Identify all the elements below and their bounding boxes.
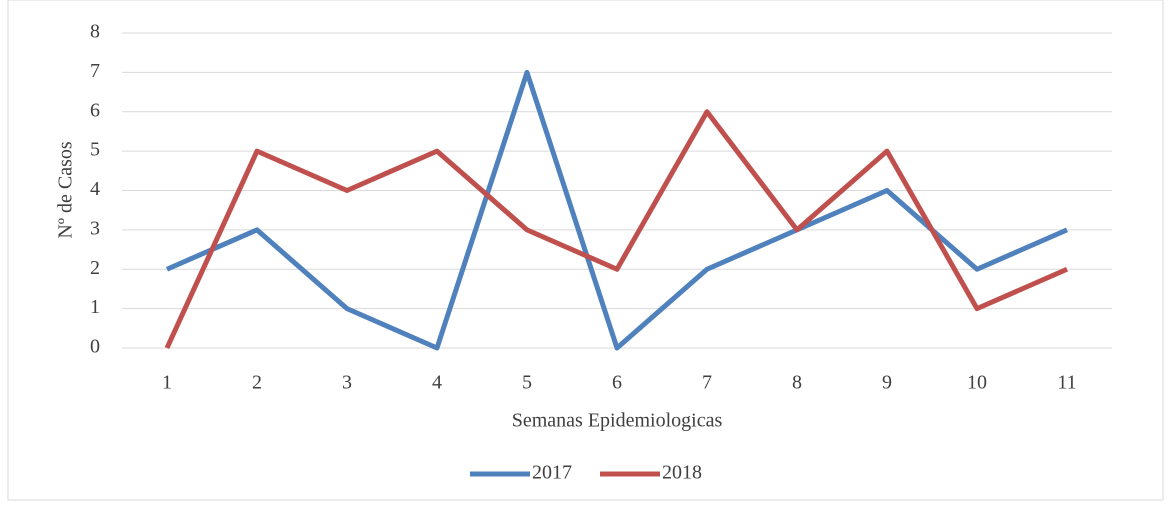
x-tick-label: 3 <box>342 372 352 394</box>
y-tick-label: 4 <box>90 178 100 200</box>
x-tick-label: 9 <box>882 372 892 394</box>
series-line <box>165 69 1069 351</box>
y-axis-title: Nº de Casos <box>55 141 77 239</box>
x-tick-label: 8 <box>792 372 802 394</box>
y-tick-label: 0 <box>90 336 100 358</box>
x-tick-label: 5 <box>522 372 532 394</box>
x-tick-label: 7 <box>702 372 712 394</box>
x-tick-label: 1 <box>162 372 172 394</box>
legend-label: 2017 <box>532 462 572 484</box>
x-tick-label: 6 <box>612 372 622 394</box>
x-tick-label: 10 <box>967 372 987 394</box>
x-tick-label: 4 <box>432 372 442 394</box>
series-line <box>164 109 1069 350</box>
y-tick-label: 3 <box>90 217 100 239</box>
y-tick-label: 8 <box>90 21 100 43</box>
x-tick-label: 2 <box>252 372 262 394</box>
x-axis-title: Semanas Epidemiologicas <box>512 410 723 432</box>
x-tick-label: 11 <box>1057 372 1076 394</box>
y-tick-label: 1 <box>90 296 100 318</box>
legend-label: 2018 <box>662 462 702 484</box>
y-tick-label: 7 <box>90 60 100 82</box>
y-tick-label: 2 <box>90 257 100 279</box>
y-tick-label: 5 <box>90 139 100 161</box>
y-tick-label: 6 <box>90 99 100 121</box>
chart-border <box>7 0 1164 501</box>
